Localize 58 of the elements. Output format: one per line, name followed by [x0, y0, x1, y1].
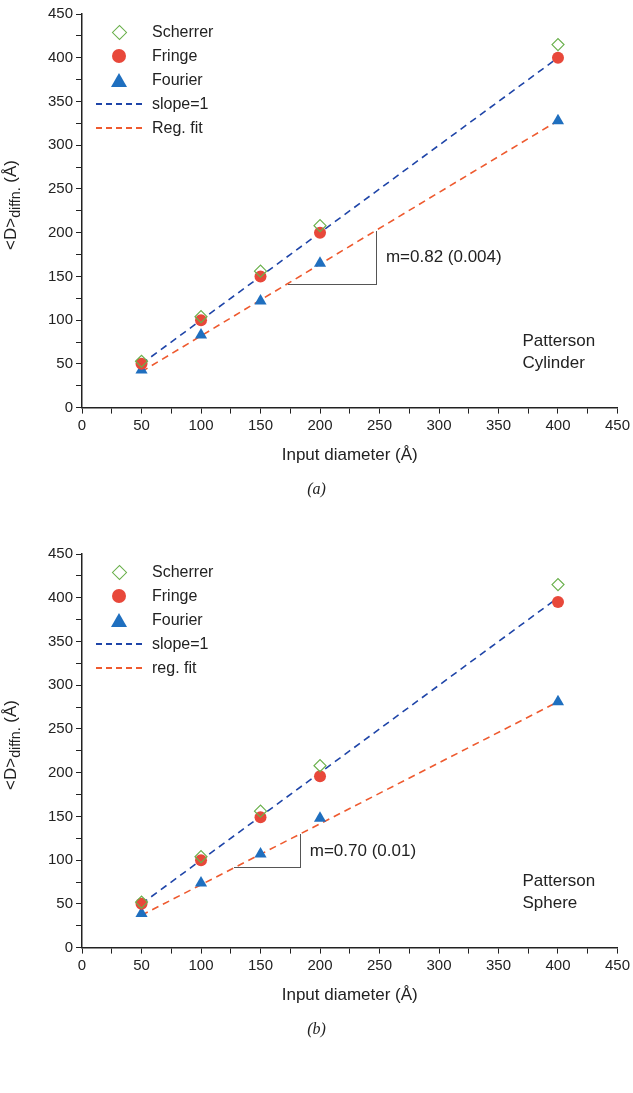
- x-tick-label: 300: [426, 415, 452, 433]
- x-tick-label: 150: [248, 955, 274, 973]
- text: (b): [306, 1020, 327, 1038]
- y-tick-label: 100: [48, 310, 74, 328]
- legend-label: Scherrer: [152, 562, 214, 582]
- y-tick-label: 200: [48, 762, 74, 780]
- x-tick-label: 50: [133, 955, 150, 973]
- x-tick-label: 350: [485, 415, 512, 433]
- annotation: Patterson Cylinder: [522, 329, 596, 374]
- x-tick-label: 300: [426, 955, 452, 973]
- x-tick-label: 100: [188, 955, 214, 973]
- y-tick-label: 350: [48, 91, 74, 109]
- x-axis-title: Input diameter (Å): [281, 985, 418, 1005]
- x-tick-label: 250: [366, 415, 393, 433]
- y-tick-label: 250: [48, 719, 74, 737]
- y-tick-label: 50: [56, 894, 74, 912]
- y-tick-label: 150: [48, 806, 74, 824]
- x-tick-label: 400: [545, 415, 571, 433]
- legend-label: Fringe: [152, 586, 198, 606]
- y-tick-label: 0: [64, 397, 74, 415]
- x-tick-label: 50: [133, 415, 150, 433]
- x-axis-title: Input diameter (Å): [281, 445, 418, 465]
- y-tick-label: 250: [48, 179, 74, 197]
- legend-label: Scherrer: [152, 22, 214, 42]
- x-tick-label: 250: [366, 955, 393, 973]
- annotation: Patterson Sphere: [522, 869, 596, 914]
- y-tick-label: 200: [48, 222, 74, 240]
- x-tick-label: 200: [307, 955, 333, 973]
- x-tick-label: 450: [604, 955, 630, 973]
- x-tick-label: 100: [188, 415, 214, 433]
- x-tick-label: 0: [77, 415, 87, 433]
- y-tick-label: 350: [48, 631, 74, 649]
- y-tick-label: 400: [48, 47, 74, 65]
- y-tick-label: 0: [64, 937, 74, 955]
- annotation: m=0.70 (0.01): [309, 839, 417, 862]
- y-tick-label: 450: [48, 4, 74, 22]
- text: (a): [306, 480, 327, 498]
- legend-label: slope=1: [152, 634, 209, 654]
- x-tick-label: 450: [604, 415, 630, 433]
- y-tick-label: 50: [56, 354, 74, 372]
- legend-label: slope=1: [152, 94, 209, 114]
- legend-label: Fourier: [152, 70, 203, 90]
- y-tick-label: 100: [48, 850, 74, 868]
- y-tick-label: 150: [48, 266, 74, 284]
- y-tick-label: 300: [48, 135, 74, 153]
- y-tick-label: 450: [48, 544, 74, 562]
- y-tick-label: 400: [48, 587, 74, 605]
- legend-label: reg. fit: [152, 658, 197, 678]
- legend-label: Fourier: [152, 610, 203, 630]
- legend-label: Reg. fit: [152, 118, 203, 138]
- annotation: m=0.82 (0.004): [385, 246, 502, 269]
- y-tick-label: 300: [48, 675, 74, 693]
- x-tick-label: 400: [545, 955, 571, 973]
- x-tick-label: 200: [307, 415, 333, 433]
- legend-label: Fringe: [152, 46, 198, 66]
- x-tick-label: 350: [485, 955, 512, 973]
- x-tick-label: 0: [77, 955, 87, 973]
- x-tick-label: 150: [248, 415, 274, 433]
